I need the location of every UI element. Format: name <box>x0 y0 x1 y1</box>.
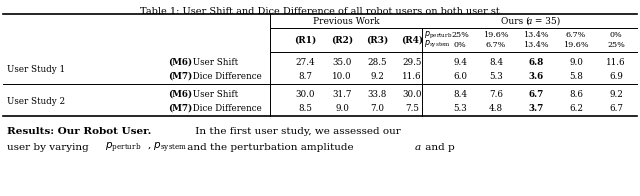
Text: 9.4: 9.4 <box>453 57 467 66</box>
Text: Results: Our Robot User.: Results: Our Robot User. <box>7 128 152 136</box>
Text: $p_{\mathregular{perturb}}$: $p_{\mathregular{perturb}}$ <box>105 141 141 155</box>
Text: 6.0: 6.0 <box>453 72 467 81</box>
Text: a: a <box>527 16 532 25</box>
Text: (M6): (M6) <box>168 90 192 99</box>
Text: 13.4%: 13.4% <box>523 41 549 49</box>
Text: 31.7: 31.7 <box>332 90 352 99</box>
Text: and the perturbation amplitude: and the perturbation amplitude <box>184 143 357 152</box>
Text: 27.4: 27.4 <box>295 57 315 66</box>
Text: 25%: 25% <box>451 31 469 39</box>
Text: Table 1: User Shift and Dice Difference of all robot users on both user st: Table 1: User Shift and Dice Difference … <box>140 7 500 16</box>
Text: 30.0: 30.0 <box>403 90 422 99</box>
Text: 11.6: 11.6 <box>606 57 626 66</box>
Text: a: a <box>415 143 421 152</box>
Text: 8.6: 8.6 <box>569 90 583 99</box>
Text: 10.0: 10.0 <box>332 72 352 81</box>
Text: In the first user study, we assessed our: In the first user study, we assessed our <box>192 128 401 136</box>
Text: 7.5: 7.5 <box>405 103 419 113</box>
Text: Dice Difference: Dice Difference <box>190 72 262 81</box>
Text: 7.6: 7.6 <box>489 90 503 99</box>
Text: 0%: 0% <box>610 31 622 39</box>
Text: 9.0: 9.0 <box>335 103 349 113</box>
Text: Dice Difference: Dice Difference <box>190 103 262 113</box>
Text: (R2): (R2) <box>331 35 353 44</box>
Text: user by varying: user by varying <box>7 143 92 152</box>
Text: 6.8: 6.8 <box>529 57 543 66</box>
Text: User Shift: User Shift <box>190 90 238 99</box>
Text: , $p_{\mathregular{system}}$: , $p_{\mathregular{system}}$ <box>147 141 188 155</box>
Text: 4.8: 4.8 <box>489 103 503 113</box>
Text: 9.2: 9.2 <box>609 90 623 99</box>
Text: 3.6: 3.6 <box>529 72 543 81</box>
Text: 8.4: 8.4 <box>453 90 467 99</box>
Text: 6.9: 6.9 <box>609 72 623 81</box>
Text: (M7): (M7) <box>168 72 192 81</box>
Text: 0%: 0% <box>454 41 467 49</box>
Text: 8.7: 8.7 <box>298 72 312 81</box>
Text: 6.2: 6.2 <box>569 103 583 113</box>
Text: $p_{\mathregular{system}}$: $p_{\mathregular{system}}$ <box>424 39 451 50</box>
Text: 6.7%: 6.7% <box>566 31 586 39</box>
Text: 19.6%: 19.6% <box>483 31 509 39</box>
Text: (R1): (R1) <box>294 35 316 44</box>
Text: 9.2: 9.2 <box>370 72 384 81</box>
Text: 35.0: 35.0 <box>332 57 352 66</box>
Text: User Study 1: User Study 1 <box>7 64 65 74</box>
Text: 7.0: 7.0 <box>370 103 384 113</box>
Text: 33.8: 33.8 <box>367 90 387 99</box>
Text: (R3): (R3) <box>366 35 388 44</box>
Text: (M7): (M7) <box>168 103 192 113</box>
Text: User Shift: User Shift <box>190 57 238 66</box>
Text: and p: and p <box>422 143 455 152</box>
Text: 9.0: 9.0 <box>569 57 583 66</box>
Text: User Study 2: User Study 2 <box>7 96 65 105</box>
Text: = 35): = 35) <box>532 16 561 25</box>
Text: 6.7%: 6.7% <box>486 41 506 49</box>
Text: 5.8: 5.8 <box>569 72 583 81</box>
Text: 25%: 25% <box>607 41 625 49</box>
Text: 6.7: 6.7 <box>609 103 623 113</box>
Text: 5.3: 5.3 <box>489 72 503 81</box>
Text: 3.7: 3.7 <box>529 103 543 113</box>
Text: Ours (: Ours ( <box>500 16 529 25</box>
Text: 28.5: 28.5 <box>367 57 387 66</box>
Text: 11.6: 11.6 <box>402 72 422 81</box>
Text: (R4): (R4) <box>401 35 423 44</box>
Text: (M6): (M6) <box>168 57 192 66</box>
Text: 13.4%: 13.4% <box>523 31 549 39</box>
Text: 29.5: 29.5 <box>403 57 422 66</box>
Text: 5.3: 5.3 <box>453 103 467 113</box>
Text: 30.0: 30.0 <box>295 90 315 99</box>
Text: 8.4: 8.4 <box>489 57 503 66</box>
Text: 6.7: 6.7 <box>529 90 543 99</box>
Text: $p_{\mathregular{perturb}}$: $p_{\mathregular{perturb}}$ <box>424 30 452 41</box>
Text: 8.5: 8.5 <box>298 103 312 113</box>
Text: Previous Work: Previous Work <box>313 16 380 25</box>
Text: 19.6%: 19.6% <box>563 41 589 49</box>
